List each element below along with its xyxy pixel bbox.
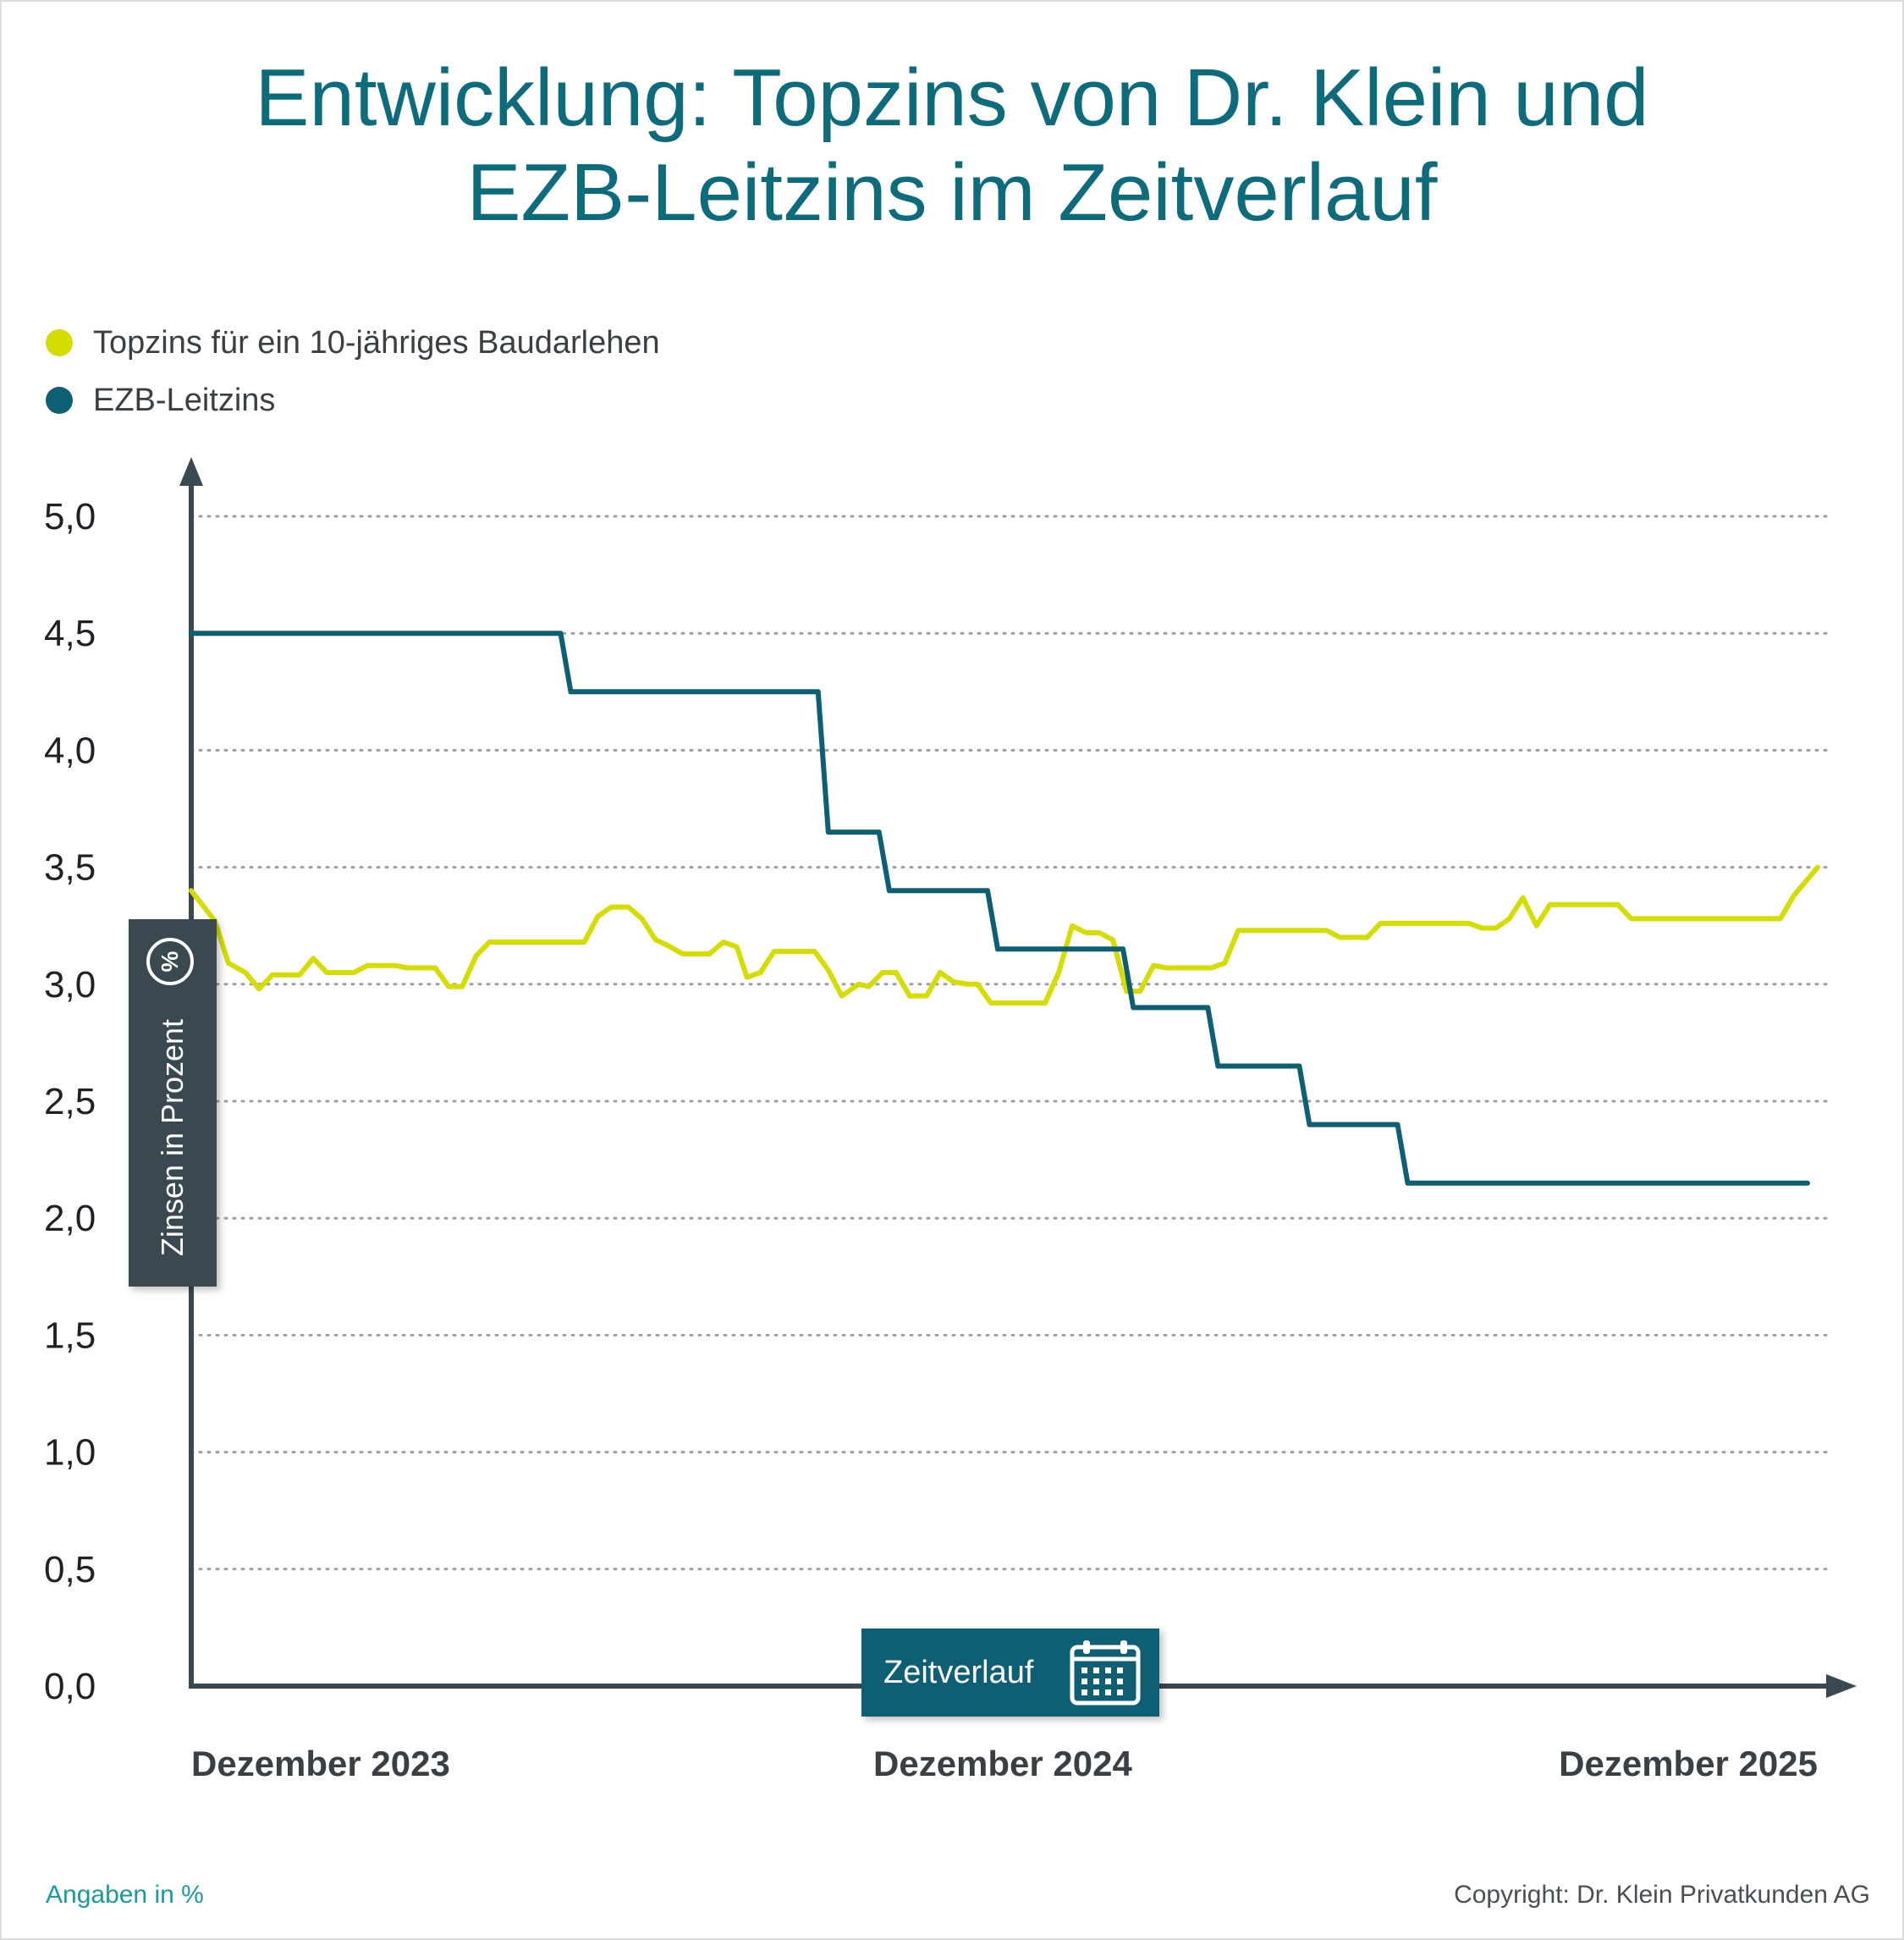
y-axis-label: Zinsen in Prozent — [155, 1018, 190, 1257]
legend-item-topzins: Topzins für ein 10-jähriges Baudarlehen — [46, 322, 660, 364]
legend-label-topzins: Topzins für ein 10-jähriges Baudarlehen — [93, 324, 660, 361]
legend-dot-ezb — [46, 387, 73, 414]
legend-label-ezb: EZB-Leitzins — [93, 382, 276, 418]
y-tick-label: 4,0 — [44, 730, 96, 771]
y-tick-label: 4,5 — [44, 613, 96, 654]
legend-dot-topzins — [46, 329, 73, 356]
y-tick-label: 2,0 — [44, 1198, 96, 1239]
calendar-icon — [1070, 1640, 1141, 1706]
x-axis-label: Zeitverlauf — [883, 1654, 1034, 1690]
y-tick-label: 3,0 — [44, 964, 96, 1006]
copyright: Copyright: Dr. Klein Privatkunden AG — [1454, 1881, 1870, 1909]
y-tick-label: 2,5 — [44, 1081, 96, 1122]
y-tick-label: 0,0 — [44, 1666, 96, 1707]
series-line-ezb — [189, 631, 1810, 1186]
chart-title: Entwicklung: Topzins von Dr. Klein und E… — [0, 51, 1904, 240]
x-axis-arrow — [1826, 1674, 1857, 1698]
y-tick-label: 1,5 — [44, 1314, 96, 1356]
x-category-label: Dezember 2023 — [191, 1744, 450, 1783]
footer-note: Angaben in % — [46, 1881, 204, 1909]
x-category-label: Dezember 2024 — [873, 1744, 1132, 1783]
percent-icon: % — [146, 938, 194, 985]
y-tick-label: 1,0 — [44, 1432, 96, 1474]
y-axis-arrow — [179, 457, 203, 486]
series-line-topzins — [189, 864, 1820, 1006]
y-tick-label: 3,5 — [44, 847, 96, 889]
title-line-2: EZB-Leitzins im Zeitverlauf — [466, 147, 1438, 238]
title-line-1: Entwicklung: Topzins von Dr. Klein und — [255, 52, 1649, 143]
y-tick-label: 5,0 — [44, 496, 96, 537]
x-axis-label-box: Zeitverlauf — [861, 1629, 1159, 1717]
y-tick-label: 0,5 — [44, 1549, 96, 1590]
legend-item-ezb: EZB-Leitzins — [46, 379, 275, 422]
x-category-label: Dezember 2025 — [1559, 1744, 1818, 1783]
y-axis-label-box: % Zinsen in Prozent — [129, 919, 217, 1287]
